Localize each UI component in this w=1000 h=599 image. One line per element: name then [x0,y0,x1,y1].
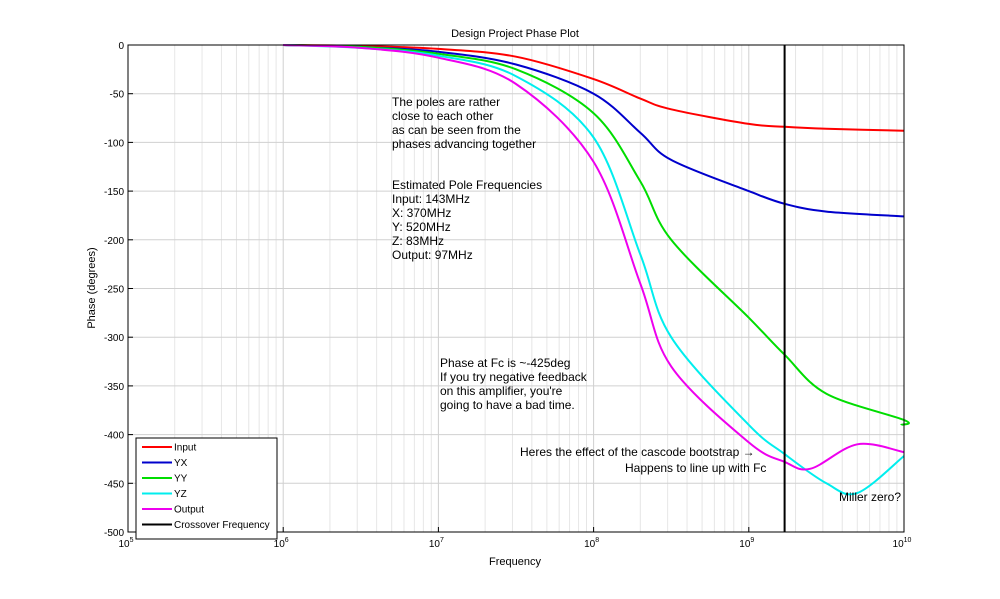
y-tick-label: -50 [110,90,125,101]
legend-label: Crossover Frequency [174,520,270,531]
legend-label: Input [174,443,196,454]
y-tick-label: -150 [104,187,124,198]
annotation-text: Happens to line up with Fc [625,461,766,475]
y-axis-label: Phase (degrees) [86,247,98,328]
legend-label: YY [174,474,188,485]
y-tick-label: -400 [104,431,124,442]
legend-box [135,437,278,540]
series-line-yx [283,44,905,218]
chart-title: Design Project Phase Plot [451,28,579,40]
legend-label: Output [174,505,204,516]
series-line-input [283,44,905,132]
annotation-text: Heres the effect of the cascode bootstra… [520,445,755,459]
y-tick-label: -200 [104,236,124,247]
y-tick-label: 0 [118,41,124,52]
y-tick-label: -300 [104,333,124,344]
x-tick-label: 108 [584,537,599,550]
grid [127,44,904,533]
y-tick-label: -250 [104,285,124,296]
x-tick-label: 1010 [893,537,912,550]
annotation-text: Estimated Pole Frequencies Input: 143MHz X… [392,178,542,262]
y-tick-label: -500 [104,528,124,539]
annotation-text: Miller zero? [839,490,901,504]
y-tick-label: -100 [104,138,124,149]
x-axis-label: Frequency [489,556,541,568]
series-line-yy [283,44,910,426]
x-tick-label: 109 [739,537,754,550]
x-tick-label: 105 [118,537,133,550]
y-tick-labels: 0 -50 -100 -150 -200 -250 -300 -350 -400 -450 -500 [104,41,133,539]
series-line-yz [283,44,905,496]
legend-label: YZ [174,489,187,500]
x-tick-labels: 105 106 107 108 109 1010 [118,527,912,550]
series-lines [283,44,910,532]
annotations: The poles are rather close to each other a… [392,95,901,504]
x-tick-label: 107 [429,537,444,550]
y-tick-label: -350 [104,382,124,393]
legend: Input YX YY YZ Output Crossover Frequency [135,437,278,540]
annotation-text: Phase at Fc is ~-425deg If you try negati… [440,356,588,412]
series-line-output [283,44,905,471]
y-tick-label: -450 [104,479,124,490]
annotation-text: The poles are rather close to each other a… [392,95,536,151]
legend-label: YX [174,458,188,469]
x-tick-label: 106 [274,537,289,550]
